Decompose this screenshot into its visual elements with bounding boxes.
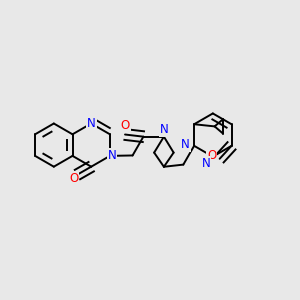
Text: N: N — [160, 123, 168, 136]
Text: N: N — [107, 149, 116, 162]
Text: N: N — [181, 138, 190, 151]
Text: O: O — [69, 172, 78, 185]
Text: O: O — [207, 149, 216, 162]
Text: N: N — [202, 157, 210, 170]
Text: N: N — [87, 117, 96, 130]
Text: O: O — [120, 119, 130, 132]
